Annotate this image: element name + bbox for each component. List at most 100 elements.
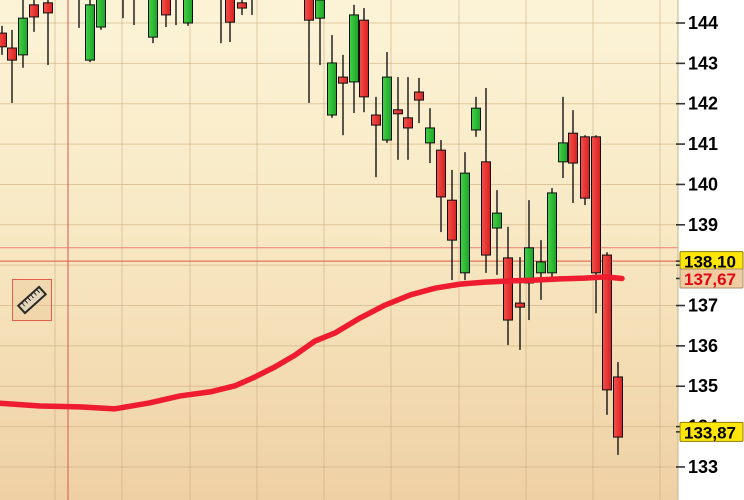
y-axis-label: 137 (688, 296, 718, 316)
candle-body (447, 199, 457, 241)
candle-body (96, 0, 106, 28)
candlestick (471, 96, 481, 137)
candlestick (447, 169, 457, 281)
candlestick (122, 0, 124, 19)
candlestick (0, 25, 7, 55)
candle-body (18, 17, 28, 56)
candle-body (425, 127, 435, 144)
candle-body (315, 0, 325, 19)
candle-body (382, 76, 392, 141)
candle-body (0, 32, 7, 48)
candlestick (237, 0, 247, 15)
ruler-icon-body (16, 285, 48, 315)
candle-body (183, 0, 193, 24)
candle-body (327, 62, 337, 116)
candlestick (481, 87, 491, 273)
y-axis-label: 141 (688, 134, 718, 154)
candlestick (613, 362, 623, 455)
price-label-box (679, 421, 744, 442)
y-axis-label: 136 (688, 336, 718, 356)
ruler-tool-button[interactable] (12, 279, 52, 321)
moving-average-line (0, 274, 625, 412)
candlestick (304, 0, 314, 103)
ruler-icon (16, 285, 48, 315)
candle-body (161, 0, 171, 16)
candlestick (568, 110, 578, 204)
candlestick (96, 0, 106, 30)
candle-body (43, 2, 53, 14)
candlestick (29, 0, 39, 32)
candle-body (85, 4, 95, 61)
candle-body (349, 14, 359, 83)
candlestick (225, 0, 235, 42)
candlestick (558, 96, 568, 178)
candlestick (220, 0, 222, 44)
candle-body (414, 91, 424, 101)
candle-body (503, 257, 513, 321)
candlestick (183, 0, 193, 26)
candlestick (148, 0, 158, 44)
candle-body (536, 261, 546, 274)
candlestick (460, 152, 470, 281)
candle-body (515, 302, 525, 308)
candlestick (18, 0, 28, 68)
candle-body (460, 172, 470, 274)
y-axis-label: 139 (688, 215, 718, 235)
candle-body (7, 47, 17, 61)
candlestick (515, 257, 525, 350)
candle-body (371, 114, 381, 126)
candlestick (591, 135, 601, 314)
candlestick (43, 0, 53, 65)
candlestick (382, 52, 392, 143)
candle-body (602, 254, 612, 391)
candle-body (471, 107, 481, 131)
price-label-133_87[interactable]: 133,87 (676, 421, 744, 442)
candlestick (359, 8, 369, 113)
candle-body (237, 2, 247, 9)
candle-body (148, 0, 158, 38)
candle-body (591, 136, 601, 274)
price-label-137_67[interactable]: 137,67 (676, 268, 744, 289)
candlestick (338, 54, 348, 136)
candlestick (436, 140, 446, 233)
candlestick (315, 0, 325, 65)
candlestick (403, 77, 413, 160)
candle-body (547, 192, 557, 274)
candlestick (78, 0, 80, 28)
price-label-138_10[interactable]: 138,10 (676, 251, 744, 272)
candle-body (613, 376, 623, 438)
y-axis-label: 140 (688, 174, 718, 194)
price-label-box (679, 268, 744, 289)
y-axis-label: 133 (688, 457, 718, 477)
y-axis-label: 142 (688, 94, 718, 114)
candlestick (425, 108, 435, 164)
candlestick (85, 0, 95, 63)
candlestick (251, 0, 253, 15)
price-label-text: 138,10 (684, 253, 736, 272)
candle-body (481, 161, 491, 256)
candlestick (414, 77, 424, 124)
candle-body (304, 0, 314, 21)
candle-body (338, 76, 348, 84)
y-axis-label: 135 (688, 376, 718, 396)
candle-body (580, 136, 590, 199)
candlestick (492, 190, 502, 275)
candle-body (393, 109, 403, 115)
candlestick (161, 0, 171, 28)
candlestick (580, 135, 590, 206)
price-label-text: 137,67 (684, 270, 736, 289)
candlestick (393, 77, 403, 160)
candlestick (327, 35, 337, 118)
y-axis-label: 144 (688, 13, 718, 33)
candle-body (558, 142, 568, 163)
candlestick (349, 4, 359, 114)
candle-body (436, 149, 446, 198)
candlestick (547, 188, 557, 279)
candlestick (175, 0, 177, 26)
candle-body (359, 19, 369, 98)
candle-body (225, 0, 235, 23)
y-axis-panel (678, 0, 744, 500)
